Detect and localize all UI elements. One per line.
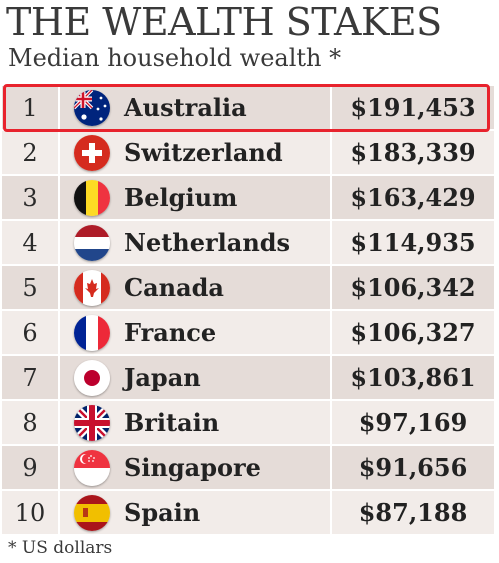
rank-cell: 5: [2, 266, 60, 309]
table-row: 7 Japan $103,861: [2, 356, 496, 399]
wealth-cell: $106,342: [332, 266, 496, 309]
netherlands-flag-icon: [74, 224, 110, 261]
switzerland-flag-icon: [74, 134, 110, 171]
rank-cell: 10: [2, 491, 60, 534]
table-row: 9 Singapore $91,656: [2, 446, 496, 489]
highlight-box: [3, 84, 490, 132]
table-row: 1 Australia $191,453: [2, 86, 496, 129]
table-row: 6 France $106,327: [2, 311, 496, 354]
country-cell: Switzerland: [60, 131, 332, 174]
rank-cell: 6: [2, 311, 60, 354]
country-name: Japan: [124, 363, 201, 392]
table-row: 10 Spain $87,188: [2, 491, 496, 534]
country-cell: Netherlands: [60, 221, 332, 264]
wealth-cell: $91,656: [332, 446, 496, 489]
rank-cell: 8: [2, 401, 60, 444]
rank-cell: 3: [2, 176, 60, 219]
table-row: 2 Switzerland $183,339: [2, 131, 496, 174]
country-cell: Britain: [60, 401, 332, 444]
singapore-flag-icon: [74, 449, 110, 486]
table-row: 5 Canada $106,342: [2, 266, 496, 309]
spain-flag-icon: [74, 494, 110, 531]
country-cell: Australia: [60, 86, 332, 129]
rank-cell: 7: [2, 356, 60, 399]
japan-flag-icon: [74, 359, 110, 396]
table-row: 4 Netherlands $114,935: [2, 221, 496, 264]
country-name: Belgium: [124, 183, 238, 212]
wealth-cell: $163,429: [332, 176, 496, 219]
page-subtitle: Median household wealth *: [8, 44, 342, 72]
belgium-flag-icon: [74, 179, 110, 216]
rank-cell: 9: [2, 446, 60, 489]
wealth-cell: $106,327: [332, 311, 496, 354]
rank-cell: 4: [2, 221, 60, 264]
country-cell: Japan: [60, 356, 332, 399]
country-name: Spain: [124, 498, 201, 527]
country-cell: France: [60, 311, 332, 354]
country-name: Canada: [124, 273, 224, 302]
wealth-cell: $87,188: [332, 491, 496, 534]
country-cell: Belgium: [60, 176, 332, 219]
country-name: France: [124, 318, 217, 347]
rank-cell: 1: [2, 86, 60, 129]
country-name: Singapore: [124, 453, 261, 482]
country-cell: Singapore: [60, 446, 332, 489]
country-name: Britain: [124, 408, 220, 437]
country-cell: Canada: [60, 266, 332, 309]
britain-flag-icon: [74, 404, 110, 441]
wealth-cell: $183,339: [332, 131, 496, 174]
table-row: 3 Belgium $163,429: [2, 176, 496, 219]
france-flag-icon: [74, 314, 110, 351]
canada-flag-icon: [74, 269, 110, 306]
wealth-cell: $114,935: [332, 221, 496, 264]
country-name: Netherlands: [124, 228, 291, 257]
wealth-cell: $97,169: [332, 401, 496, 444]
country-name: Australia: [124, 93, 247, 122]
table-row: 8 Britain $97,169: [2, 401, 496, 444]
page-title: THE WEALTH STAKES: [6, 0, 442, 44]
country-cell: Spain: [60, 491, 332, 534]
wealth-cell: $191,453: [332, 86, 496, 129]
footnote: * US dollars: [8, 538, 113, 558]
country-name: Switzerland: [124, 138, 283, 167]
rank-cell: 2: [2, 131, 60, 174]
wealth-cell: $103,861: [332, 356, 496, 399]
